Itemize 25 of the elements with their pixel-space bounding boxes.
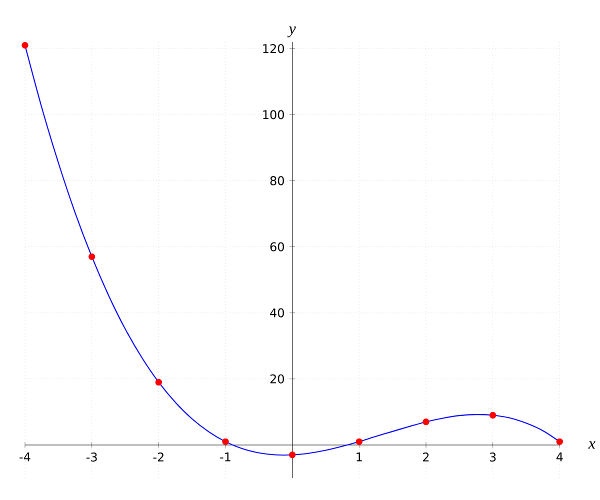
- x-tick-label: -2: [153, 452, 164, 462]
- y-tick-label: 20: [270, 374, 284, 384]
- x-tick-label: 1: [356, 452, 362, 462]
- point: [288, 452, 296, 458]
- point: [222, 438, 229, 446]
- point: [489, 412, 496, 419]
- y-tick-label: 100: [263, 110, 284, 120]
- y-tick-label: 120: [263, 44, 284, 54]
- x-tick-label: 2: [423, 452, 429, 462]
- y-axis-title: y: [287, 26, 296, 38]
- point: [88, 253, 96, 260]
- x-tick-label: -4: [20, 452, 30, 462]
- x-tick-label: 4: [556, 452, 563, 462]
- point: [556, 438, 563, 446]
- point: [422, 418, 430, 426]
- x-axis-title: x: [588, 441, 596, 449]
- y-tick-label: 80: [270, 176, 284, 186]
- y-tick-label: 40: [270, 308, 284, 318]
- y-tick-label: 60: [270, 242, 284, 252]
- x-tick-label: -3: [86, 452, 97, 462]
- x-tick-label: -1: [220, 452, 230, 462]
- x-tick-label: 3: [490, 452, 496, 462]
- point: [22, 42, 28, 49]
- point: [356, 438, 362, 446]
- point: [155, 378, 162, 386]
